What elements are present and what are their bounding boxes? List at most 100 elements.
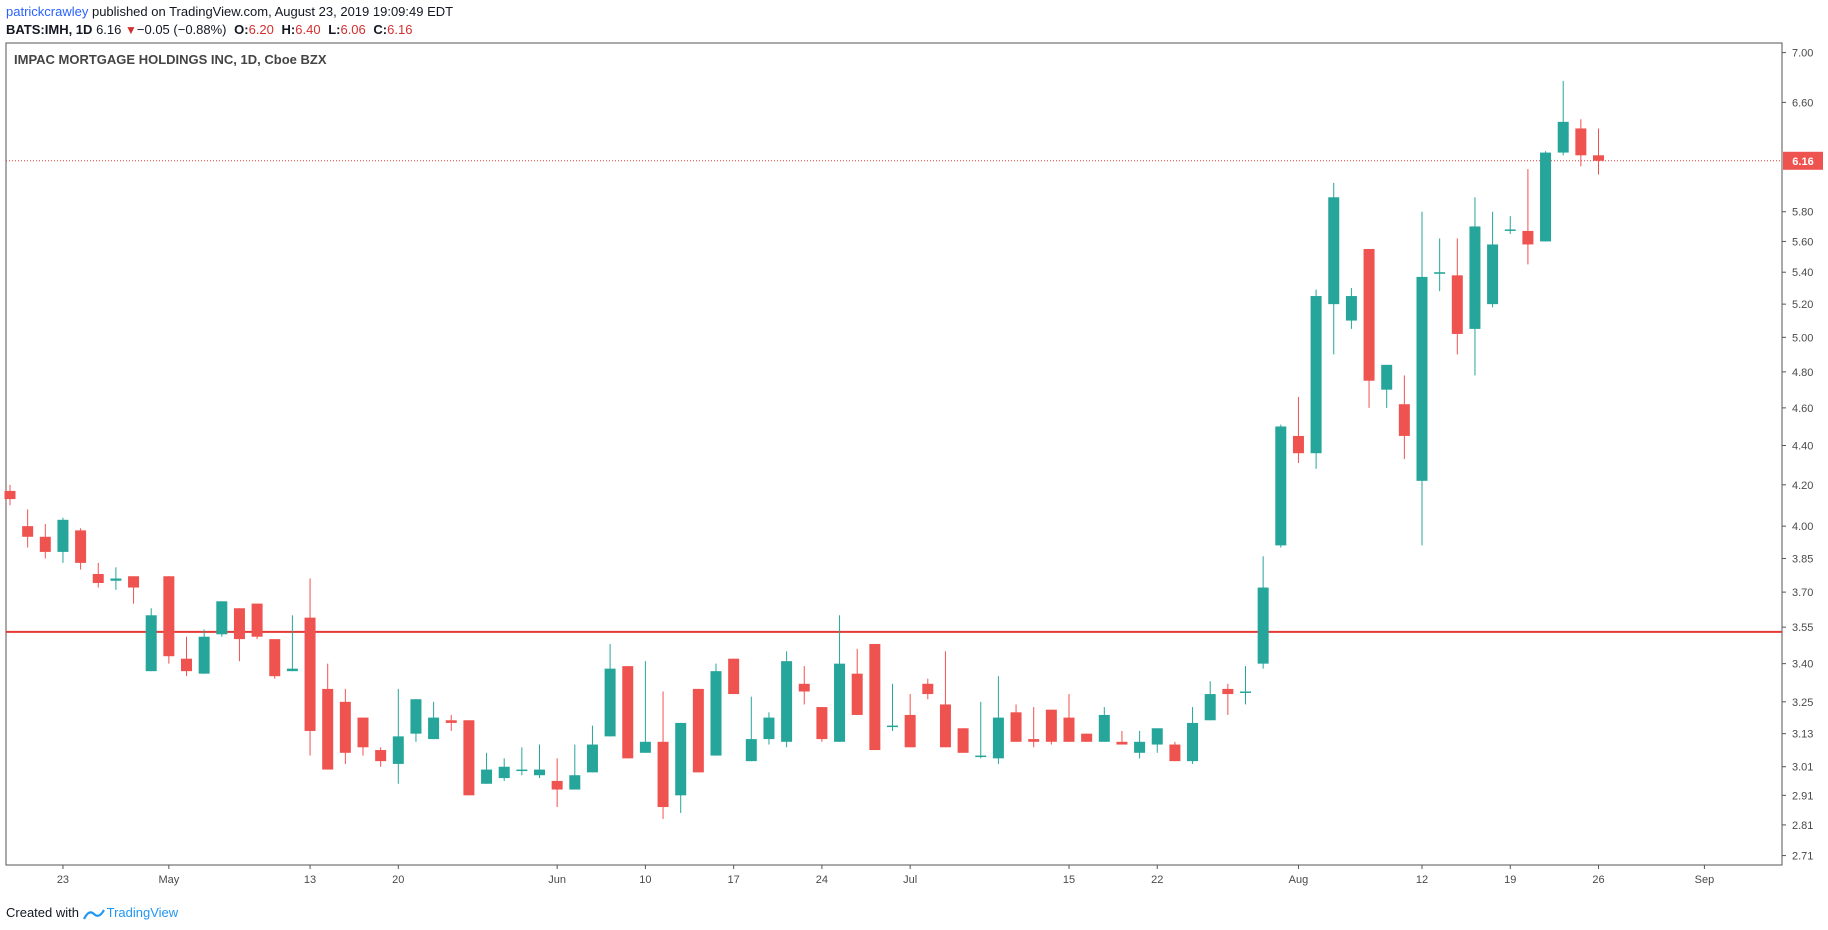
candle[interactable] [1187,707,1199,764]
candle[interactable] [1063,694,1075,742]
candle[interactable] [251,603,263,640]
candle[interactable] [728,658,740,695]
candle[interactable] [745,696,757,762]
author-link[interactable]: patrickcrawley [6,4,89,19]
candle[interactable] [1328,183,1340,355]
candle[interactable] [1593,128,1604,175]
candle[interactable] [1081,733,1093,742]
candle[interactable] [1557,80,1569,156]
candle[interactable] [1487,211,1499,308]
candle[interactable] [1416,211,1428,546]
candle[interactable] [357,717,369,756]
candle[interactable] [1398,375,1410,460]
candle[interactable] [922,678,934,700]
candle[interactable] [498,758,510,781]
candle[interactable] [481,752,493,784]
candle[interactable] [816,707,828,742]
candle[interactable] [657,691,669,819]
candle[interactable] [428,701,440,740]
candle[interactable] [198,629,210,674]
candle[interactable] [163,576,175,664]
candle[interactable] [710,663,722,756]
candle[interactable] [1451,238,1463,355]
candle[interactable] [1028,707,1040,748]
candle[interactable] [463,720,475,796]
candle[interactable] [939,651,951,748]
candle[interactable] [534,744,545,779]
candle[interactable] [1045,709,1057,745]
candle[interactable] [1169,741,1181,762]
candle[interactable] [1504,216,1516,234]
candle[interactable] [322,663,334,770]
candle[interactable] [410,699,422,742]
candle[interactable] [869,643,881,751]
candle[interactable] [834,615,846,742]
candle[interactable] [22,509,34,548]
candle[interactable] [1381,364,1393,408]
candle[interactable] [1222,683,1234,715]
candle[interactable] [551,758,563,808]
candle[interactable] [904,694,916,748]
candle[interactable] [1345,288,1357,329]
candle-body [1328,197,1340,305]
candle[interactable] [851,648,863,715]
candle[interactable] [1134,730,1146,759]
candle[interactable] [992,676,1004,764]
candle[interactable] [375,747,387,767]
candle[interactable] [1098,707,1110,742]
candle[interactable] [339,688,351,764]
candle-body [1540,152,1552,242]
tradingview-link[interactable]: TradingView [106,905,179,920]
tradingview-logo-icon [82,909,105,920]
candle[interactable] [887,683,898,731]
candle[interactable] [1116,730,1128,745]
candle[interactable] [145,608,157,672]
candle[interactable] [1434,238,1446,292]
candle[interactable] [110,567,122,590]
candle[interactable] [692,688,704,773]
candle[interactable] [75,528,87,570]
candle[interactable] [233,608,245,662]
candle[interactable] [1240,666,1251,705]
candle[interactable] [445,714,457,731]
candle[interactable] [1575,119,1587,167]
candle[interactable] [604,643,616,737]
candle[interactable] [92,562,104,588]
candle[interactable] [586,725,598,773]
candle[interactable] [304,578,316,756]
candle[interactable] [516,747,528,776]
candle[interactable] [1310,289,1322,469]
candle[interactable] [286,615,298,672]
candle[interactable] [639,661,651,753]
candle[interactable] [957,728,969,753]
candle[interactable] [1204,681,1216,721]
candle[interactable] [1540,151,1552,242]
candle[interactable] [675,722,687,813]
candle[interactable] [1363,249,1375,408]
candle[interactable] [392,688,404,784]
candle[interactable] [781,651,793,748]
candle[interactable] [269,639,281,679]
candle[interactable] [57,517,69,563]
candle[interactable] [39,524,51,559]
candle[interactable] [798,666,810,705]
candle[interactable] [1257,556,1269,669]
candle[interactable] [763,712,775,745]
candle[interactable] [128,576,140,604]
candle-body [975,755,987,758]
candle[interactable] [1292,396,1304,463]
candle[interactable] [181,636,192,677]
candle[interactable] [1275,424,1287,548]
candle[interactable] [216,601,228,637]
candle[interactable] [1151,728,1163,753]
candle[interactable] [1522,169,1534,265]
ohlc-legend: BATS:IMH, 1D 6.16 ▼−0.05 (−0.88%) O:6.20… [6,22,412,37]
candle[interactable] [622,666,634,759]
candle[interactable] [569,744,581,790]
candle[interactable] [1469,197,1481,376]
candle[interactable] [1010,704,1022,742]
candle[interactable] [975,701,987,759]
candle[interactable] [4,484,16,506]
candle-body [1487,244,1499,305]
